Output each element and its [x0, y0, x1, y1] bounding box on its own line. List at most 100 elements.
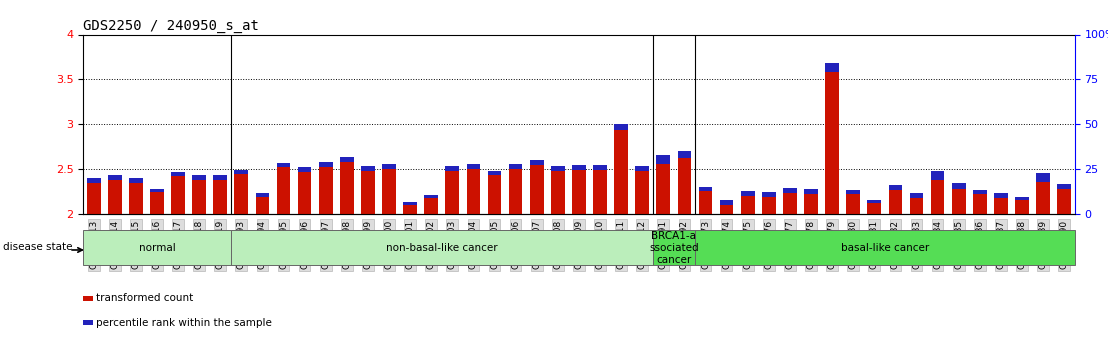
Bar: [107, 180, 122, 214]
Bar: [256, 197, 269, 214]
Bar: [847, 190, 860, 194]
Bar: [86, 178, 101, 183]
Bar: [298, 167, 311, 172]
Bar: [847, 194, 860, 214]
Bar: [678, 151, 691, 158]
Bar: [1015, 197, 1029, 200]
Bar: [172, 176, 185, 214]
Text: disease state: disease state: [3, 242, 73, 252]
Bar: [783, 188, 797, 193]
Bar: [653, 230, 695, 265]
Bar: [889, 190, 902, 214]
Bar: [804, 189, 818, 194]
Bar: [1057, 189, 1071, 214]
Bar: [445, 166, 459, 171]
Bar: [466, 164, 480, 169]
Bar: [340, 157, 353, 162]
Bar: [889, 185, 902, 190]
Bar: [720, 205, 733, 214]
Text: transformed count: transformed count: [96, 293, 194, 303]
Text: percentile rank within the sample: percentile rank within the sample: [96, 318, 273, 328]
Bar: [361, 166, 375, 171]
Bar: [361, 171, 375, 214]
Bar: [1036, 181, 1050, 214]
Bar: [488, 175, 502, 214]
Bar: [235, 175, 248, 214]
Bar: [530, 160, 544, 165]
Bar: [445, 171, 459, 214]
Bar: [593, 166, 607, 170]
Bar: [340, 162, 353, 214]
Bar: [1057, 184, 1071, 189]
Bar: [635, 166, 649, 171]
Bar: [403, 202, 417, 205]
Bar: [172, 172, 185, 176]
Bar: [509, 164, 523, 169]
Bar: [804, 194, 818, 214]
Bar: [83, 320, 93, 325]
Bar: [699, 191, 712, 214]
Bar: [214, 180, 227, 214]
Bar: [994, 193, 1008, 198]
Bar: [551, 166, 565, 171]
Bar: [973, 190, 986, 194]
Bar: [825, 72, 839, 214]
Bar: [86, 183, 101, 214]
Bar: [678, 158, 691, 214]
Bar: [720, 200, 733, 205]
Bar: [695, 230, 1075, 265]
Bar: [424, 198, 438, 214]
Bar: [83, 296, 93, 301]
Bar: [783, 193, 797, 214]
Bar: [277, 163, 290, 167]
Bar: [825, 63, 839, 72]
Text: BRCA1-a
ssociated
cancer: BRCA1-a ssociated cancer: [649, 231, 699, 265]
Bar: [488, 171, 502, 175]
Bar: [699, 187, 712, 191]
Bar: [403, 205, 417, 214]
Bar: [910, 193, 923, 198]
Bar: [83, 230, 230, 265]
Bar: [551, 171, 565, 214]
Bar: [572, 166, 586, 170]
Bar: [382, 164, 396, 169]
Bar: [614, 130, 628, 214]
Bar: [466, 169, 480, 214]
Bar: [952, 189, 965, 214]
Bar: [298, 172, 311, 214]
Bar: [614, 124, 628, 130]
Bar: [931, 171, 944, 180]
Bar: [1015, 200, 1029, 214]
Bar: [994, 198, 1008, 214]
Bar: [593, 170, 607, 214]
Bar: [319, 162, 332, 167]
Bar: [741, 196, 755, 214]
Bar: [382, 169, 396, 214]
Bar: [868, 199, 881, 203]
Text: non-basal-like cancer: non-basal-like cancer: [386, 243, 497, 253]
Bar: [129, 183, 143, 214]
Bar: [150, 193, 164, 214]
Bar: [277, 167, 290, 214]
Bar: [319, 167, 332, 214]
Bar: [952, 183, 965, 189]
Bar: [868, 203, 881, 214]
Bar: [193, 175, 206, 180]
Bar: [635, 171, 649, 214]
Bar: [107, 175, 122, 180]
Bar: [656, 155, 670, 164]
Text: normal: normal: [138, 243, 175, 253]
Bar: [910, 198, 923, 214]
Bar: [656, 164, 670, 214]
Text: GDS2250 / 240950_s_at: GDS2250 / 240950_s_at: [83, 19, 259, 33]
Bar: [129, 178, 143, 183]
Bar: [214, 175, 227, 180]
Bar: [424, 195, 438, 198]
Bar: [973, 194, 986, 214]
Bar: [572, 170, 586, 214]
Bar: [762, 197, 776, 214]
Bar: [530, 165, 544, 214]
Bar: [256, 193, 269, 197]
Bar: [741, 191, 755, 196]
Bar: [230, 230, 653, 265]
